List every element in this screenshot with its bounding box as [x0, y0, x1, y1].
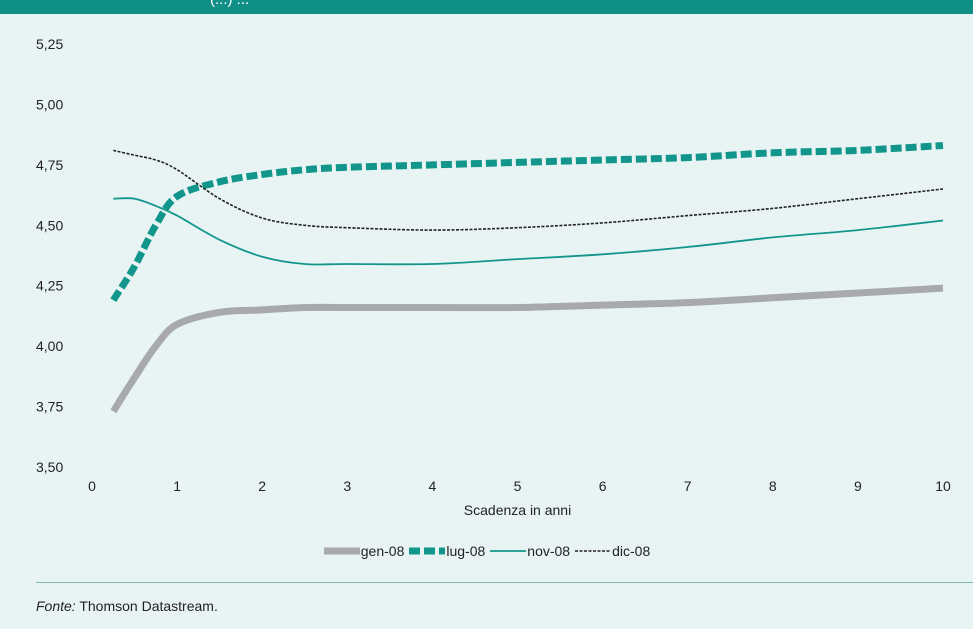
legend-label: nov-08	[527, 543, 571, 559]
series-line-dic-08	[113, 149, 944, 231]
legend-swatch	[323, 547, 360, 555]
title-fragment: (...) ...	[210, 0, 249, 8]
x-tick-label: 1	[173, 478, 181, 494]
x-axis-label: Scadenza in anni	[464, 502, 571, 518]
y-tick-label: 3,50	[36, 459, 63, 475]
x-tick-label: 9	[854, 478, 862, 494]
legend-label: dic-08	[612, 543, 651, 559]
divider	[36, 582, 973, 583]
x-tick-label: 6	[599, 478, 607, 494]
x-tick-label: 2	[258, 478, 266, 494]
series-line-nov-08	[113, 197, 944, 266]
x-tick-label: 0	[88, 478, 96, 494]
series-line-gen-08	[110, 284, 944, 414]
y-tick-label: 5,00	[36, 96, 63, 112]
y-tick-label: 4,50	[36, 217, 63, 233]
x-tick-label: 5	[514, 478, 522, 494]
chart-legend: gen-08 lug-08 nov-08 dic-08	[0, 540, 973, 562]
legend-item-lug-08: lug-08	[408, 543, 485, 559]
source-text: Thomson Datastream.	[75, 598, 218, 614]
y-tick-label: 3,75	[36, 399, 63, 415]
x-tick-label: 3	[343, 478, 351, 494]
legend-label: lug-08	[446, 543, 486, 559]
legend-item-nov-08: nov-08	[489, 543, 570, 559]
title-band: (...) ...	[0, 0, 973, 14]
x-tick-label: 4	[429, 478, 437, 494]
legend-item-gen-08: gen-08	[323, 543, 405, 559]
legend-item-dic-08: dic-08	[574, 543, 650, 559]
legend-swatch	[409, 547, 446, 555]
y-tick-label: 4,25	[36, 278, 63, 294]
x-tick-label: 10	[935, 478, 951, 494]
x-tick-label: 7	[684, 478, 692, 494]
legend-label: gen-08	[360, 543, 405, 559]
line-chart: 3,50 3,75 4,00 4,25 4,50 4,75 5,00 5,25 0 1 2 3 4 5 6 7…	[36, 36, 951, 518]
source-note: Fonte: Thomson Datastream.	[36, 598, 218, 614]
source-label: Fonte:	[36, 598, 76, 614]
y-tick-label: 5,25	[36, 36, 63, 52]
series-line-lug-08	[110, 142, 944, 303]
x-tick-label: 8	[769, 478, 777, 494]
legend-swatch	[490, 550, 527, 552]
y-tick-label: 4,00	[36, 338, 63, 354]
y-tick-label: 4,75	[36, 157, 63, 173]
legend-swatch	[575, 550, 612, 552]
